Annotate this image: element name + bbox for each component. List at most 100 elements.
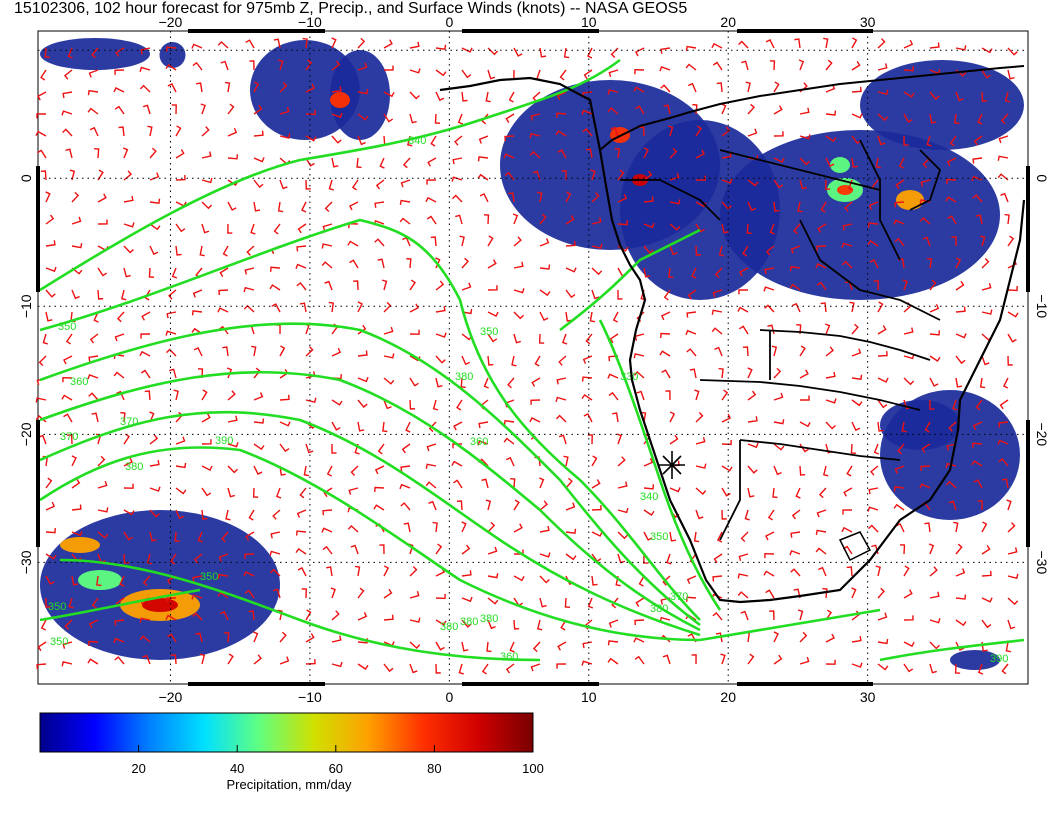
wind-barb <box>714 346 723 357</box>
wind-barb <box>65 148 73 159</box>
precip-cell <box>830 157 850 173</box>
wind-barb <box>842 223 853 231</box>
wind-barb <box>591 455 598 467</box>
wind-barb <box>765 245 775 256</box>
wind-barb <box>686 348 697 357</box>
wind-barb <box>747 416 758 423</box>
wind-barb <box>139 635 151 643</box>
wind-barb <box>328 179 334 191</box>
wind-barb <box>253 201 261 212</box>
wind-barb <box>558 355 567 366</box>
wind-barb <box>971 175 983 182</box>
wind-barb <box>357 62 368 71</box>
contour-label: 390 <box>990 653 1008 665</box>
wind-barb <box>460 377 466 389</box>
wind-barb <box>773 157 785 164</box>
wind-barb <box>979 377 986 389</box>
wind-barb <box>121 289 127 301</box>
wind-barb <box>877 421 884 432</box>
wind-barb <box>877 612 888 621</box>
wind-barb <box>997 173 1009 181</box>
lon-tick-label: −10 <box>298 689 322 705</box>
wind-barb <box>224 81 231 93</box>
wind-barb <box>686 575 697 585</box>
wind-barb <box>721 389 729 401</box>
wind-barb <box>245 531 255 541</box>
wind-barb <box>955 641 965 652</box>
wind-barb <box>400 465 411 472</box>
contour-line <box>39 446 701 642</box>
wind-barb <box>331 347 342 357</box>
wind-barb <box>434 113 440 124</box>
wind-barb <box>764 304 775 313</box>
contour-label: 380 <box>460 616 478 628</box>
wind-barb <box>738 289 749 295</box>
wind-barb <box>894 237 905 247</box>
wind-barb <box>633 637 645 643</box>
wind-barb <box>539 238 550 247</box>
wind-barb <box>669 531 677 542</box>
wind-barb <box>823 37 829 49</box>
wind-barb <box>773 81 780 93</box>
wind-barb <box>321 243 333 249</box>
wind-barb <box>851 636 862 643</box>
wind-barb <box>426 443 437 452</box>
wind-barb <box>532 641 541 653</box>
wind-barb <box>383 399 392 410</box>
wind-barb <box>220 60 229 71</box>
wind-barb <box>504 135 515 142</box>
wind-barb <box>402 157 411 169</box>
contour-line <box>39 322 701 627</box>
colorbar-tick-label: 80 <box>427 761 441 776</box>
wind-barb <box>663 289 671 301</box>
wind-barb <box>903 615 914 621</box>
wind-barb <box>383 113 394 123</box>
wind-barb <box>461 69 472 79</box>
wind-barb <box>949 135 957 147</box>
wind-barb <box>357 350 368 357</box>
wind-barb <box>581 660 593 666</box>
wind-barb <box>297 223 307 234</box>
wind-barb <box>478 421 489 429</box>
wind-barb <box>149 434 159 445</box>
wind-barb <box>955 355 966 365</box>
wind-barb <box>175 509 185 520</box>
wind-barb <box>693 531 700 543</box>
wind-barb <box>565 214 575 225</box>
wind-barb <box>685 63 697 71</box>
wind-barb <box>946 157 957 167</box>
wind-barb <box>118 126 125 137</box>
wind-barb <box>877 113 889 122</box>
wind-barb <box>825 346 834 357</box>
wind-barb <box>773 443 785 451</box>
wind-barb <box>166 348 177 357</box>
precip-region <box>880 400 960 450</box>
wind-barb <box>998 421 1009 428</box>
wind-barb <box>561 333 568 345</box>
lon-tick-label: −10 <box>298 14 322 30</box>
wind-barb <box>224 631 230 643</box>
wind-barb <box>149 172 160 181</box>
wind-barb <box>88 640 99 647</box>
wind-barb <box>640 411 647 423</box>
wind-barb <box>901 421 907 433</box>
wind-barb <box>148 267 154 278</box>
wind-barb <box>139 84 151 93</box>
wind-barb <box>721 152 732 159</box>
wind-barb <box>123 531 133 541</box>
wind-barb <box>825 110 837 116</box>
wind-barb <box>643 458 654 467</box>
wind-barb <box>409 355 421 362</box>
wind-barb <box>1007 597 1019 606</box>
wind-barb <box>295 263 307 269</box>
wind-barb <box>305 83 316 93</box>
wind-barb <box>512 213 519 225</box>
wind-barb <box>945 462 957 469</box>
wind-barb <box>688 82 697 93</box>
wind-barb <box>981 69 991 79</box>
wind-barb <box>582 128 593 137</box>
wind-barb <box>270 531 281 539</box>
wind-barb <box>773 105 783 115</box>
wind-barb <box>689 368 697 379</box>
wind-barb <box>773 631 779 643</box>
